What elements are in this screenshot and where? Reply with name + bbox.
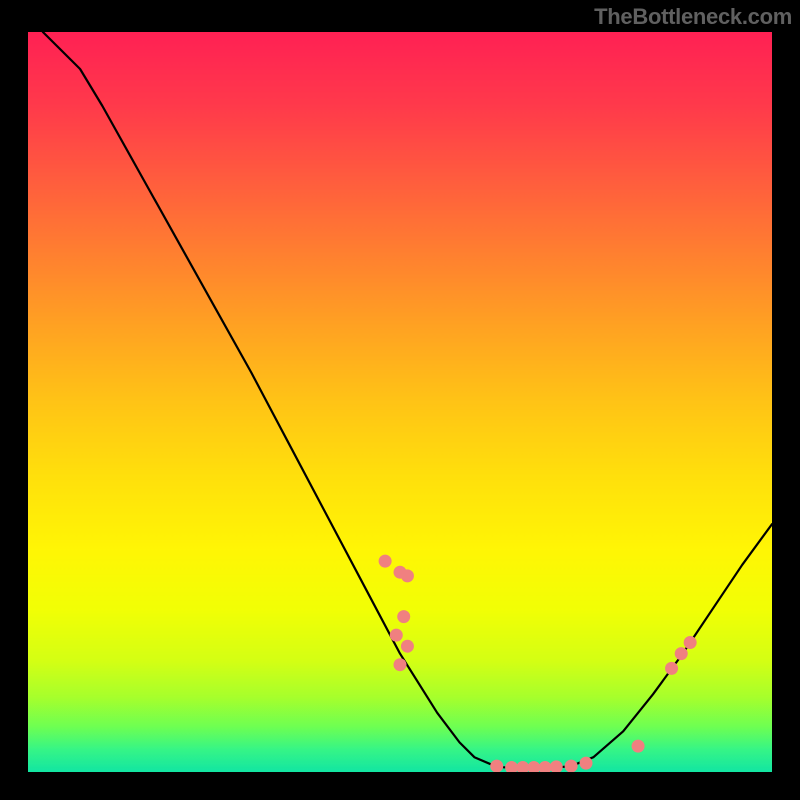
data-marker [675,647,688,660]
data-marker [565,760,578,772]
data-marker [505,761,518,772]
data-marker [550,760,563,772]
watermark-text: TheBottleneck.com [594,4,792,30]
data-marker [490,760,503,772]
chart-plot-area [28,32,772,772]
data-marker [580,757,593,770]
data-marker [632,740,645,753]
data-marker [539,761,552,772]
data-marker [401,569,414,582]
data-marker [401,640,414,653]
data-marker [379,555,392,568]
data-marker [394,658,407,671]
data-marker [397,610,410,623]
data-marker [390,629,403,642]
curve-line [43,32,772,768]
curve-markers [379,555,697,772]
data-marker [665,662,678,675]
data-marker [516,761,529,772]
bottleneck-curve [28,32,772,772]
data-marker [527,761,540,772]
data-marker [684,636,697,649]
